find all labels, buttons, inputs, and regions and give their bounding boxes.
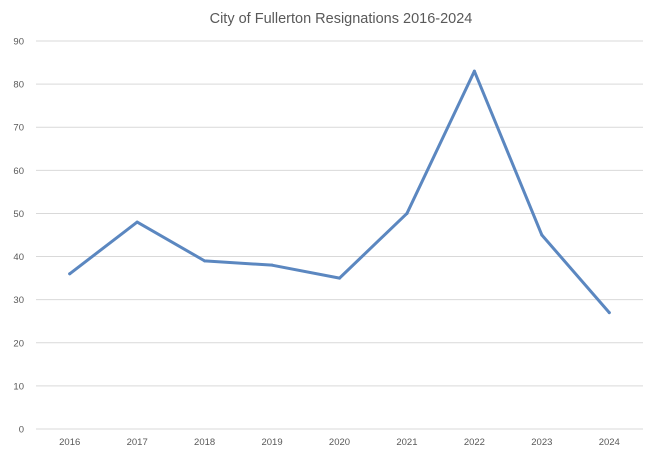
y-tick-label: 70 — [13, 123, 24, 134]
x-tick-label: 2019 — [261, 437, 282, 448]
x-tick-label: 2024 — [599, 437, 620, 448]
x-tick-label: 2018 — [194, 437, 215, 448]
y-axis-tick-labels: 0 10 20 30 40 50 60 70 80 90 — [13, 37, 24, 436]
data-point-2018 — [203, 259, 207, 263]
y-tick-label: 30 — [13, 295, 24, 306]
x-tick-label: 2022 — [464, 437, 485, 448]
data-point-2023 — [540, 233, 544, 237]
y-tick-label: 0 — [19, 425, 24, 436]
y-tick-label: 60 — [13, 166, 24, 177]
data-point-2020 — [338, 276, 341, 280]
x-tick-label: 2023 — [531, 437, 552, 448]
data-point-2017 — [135, 220, 139, 224]
x-tick-label: 2016 — [59, 437, 80, 448]
series-layer — [68, 69, 611, 315]
chart-title: City of Fullerton Resignations 2016-2024 — [210, 11, 473, 27]
x-tick-label: 2021 — [396, 437, 417, 448]
y-tick-label: 90 — [13, 37, 24, 48]
data-point-2019 — [270, 263, 274, 267]
y-tick-label: 20 — [13, 338, 24, 349]
data-point-2024 — [607, 311, 611, 315]
y-tick-label: 80 — [13, 80, 24, 91]
y-tick-label: 10 — [13, 381, 24, 392]
y-tick-label: 40 — [13, 252, 24, 263]
data-point-2016 — [68, 272, 72, 276]
x-axis-tick-labels: 2016 2017 2018 2019 2020 2021 2022 2023 2024 — [59, 437, 620, 448]
x-tick-label: 2020 — [329, 437, 350, 448]
y-tick-label: 50 — [13, 209, 24, 220]
x-tick-label: 2017 — [127, 437, 148, 448]
gridlines — [36, 40, 643, 430]
data-point-2021 — [405, 211, 409, 215]
data-point-2022 — [472, 69, 476, 73]
series-line — [68, 69, 611, 315]
